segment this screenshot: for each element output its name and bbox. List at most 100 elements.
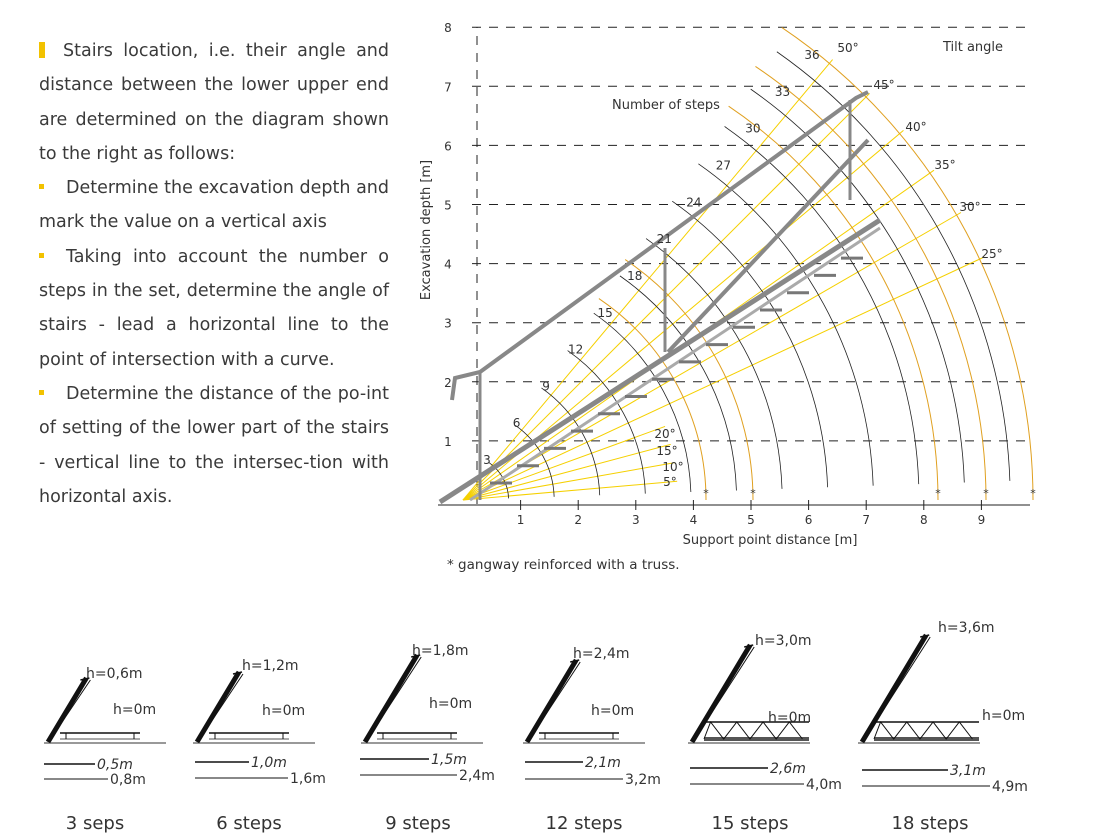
- angle-label: 45°: [873, 78, 894, 92]
- x-tick-label: 3: [632, 513, 640, 527]
- x-tick-label: 1: [517, 513, 525, 527]
- height-top: h=0,6m: [86, 666, 143, 682]
- distance-arc: [781, 27, 1034, 501]
- bullet-dot: [39, 252, 44, 258]
- height-top: h=3,6m: [938, 620, 995, 636]
- y-tick-label: 5: [444, 199, 452, 213]
- step-arc: [619, 275, 737, 491]
- x-tick-label: 8: [920, 513, 928, 527]
- x-tick-label: 7: [862, 513, 870, 527]
- truss-mark: *: [1030, 487, 1036, 500]
- stair-stringer: [438, 217, 882, 505]
- intro: Stairs location, i.e. their angle and di…: [39, 34, 389, 514]
- truss: [703, 720, 803, 740]
- stair-top: [232, 671, 243, 675]
- step-label: 36: [804, 48, 819, 62]
- stair-rail: [666, 138, 870, 354]
- y-tick-label: 1: [444, 435, 452, 449]
- distance-near: 1,5m: [431, 752, 467, 768]
- angle-label: 20°: [654, 427, 675, 441]
- angle-ray: [462, 480, 678, 501]
- stair-top: [920, 634, 930, 638]
- x-tick-label: 5: [747, 513, 755, 527]
- steps-label: 15 steps: [712, 813, 789, 833]
- stair-top: [570, 659, 580, 663]
- distance-arc: [755, 65, 987, 501]
- angle-label: 5°: [663, 475, 677, 489]
- angle-label: 30°: [959, 200, 980, 214]
- truss: [873, 720, 973, 740]
- stair-rail: [202, 673, 244, 735]
- distance-far: 4,9m: [992, 779, 1028, 795]
- height-top: h=1,2m: [242, 658, 299, 674]
- step-arc: [724, 126, 920, 485]
- distance-arc: [624, 259, 754, 501]
- stair-top: [411, 654, 421, 658]
- y-tick-label: 6: [444, 139, 452, 153]
- x-tick-label: 4: [690, 513, 698, 527]
- stair-top: [744, 644, 754, 648]
- x-tick-label: 2: [574, 513, 582, 527]
- y-tick-label: 3: [444, 317, 452, 331]
- step-label: 33: [775, 85, 790, 99]
- stair-rail: [370, 656, 422, 735]
- y-tick-label: 4: [444, 258, 452, 272]
- angle-label: 25°: [981, 247, 1002, 261]
- bullet-text: Determine the distance of the po-int of …: [39, 383, 389, 507]
- height-top: h=3,0m: [755, 633, 812, 649]
- step-label: 12: [568, 343, 583, 357]
- bullet: Taking into account the number o steps i…: [39, 240, 389, 377]
- stair-top: [80, 677, 90, 681]
- step-label: 15: [598, 306, 613, 320]
- height-bottom: h=0m: [113, 702, 156, 718]
- angle-label: 35°: [934, 158, 955, 172]
- angle-label: 40°: [905, 120, 926, 134]
- stair-body: [859, 633, 929, 744]
- lead-text: Stairs location, i.e. their angle and di…: [39, 41, 389, 164]
- x-tick-label: 9: [978, 513, 986, 527]
- y-tick-label: 2: [444, 376, 452, 390]
- angle-label: 10°: [662, 460, 683, 474]
- height-bottom: h=0m: [982, 708, 1025, 724]
- truss-mark: *: [703, 487, 709, 500]
- stair-stringer: [469, 226, 881, 502]
- step-arc: [593, 312, 692, 493]
- intro-lead: Stairs location, i.e. their angle and di…: [39, 34, 389, 171]
- angle-ray: [462, 59, 833, 501]
- stair-body: [362, 653, 420, 744]
- step-label: 24: [686, 195, 701, 209]
- y-tick-label: 7: [444, 80, 452, 94]
- stair-rail: [867, 636, 931, 735]
- stair-rail: [532, 661, 581, 735]
- stair-rail: [697, 646, 755, 735]
- step-label: 18: [627, 269, 642, 283]
- truss-mark: *: [935, 487, 941, 500]
- stair-body: [524, 658, 579, 744]
- height-bottom: h=0m: [768, 710, 811, 726]
- angle-ray: [462, 212, 962, 501]
- steps-label: 3 seps: [66, 813, 124, 833]
- steps-title: Number of steps: [612, 98, 720, 113]
- distance-far: 1,6m: [290, 771, 326, 787]
- angle-ray: [462, 462, 675, 501]
- step-arc: [750, 88, 965, 483]
- step-arc: [541, 387, 601, 496]
- bullet: Determine the distance of the po-int of …: [39, 377, 389, 514]
- distance-arc: [598, 298, 707, 501]
- height-bottom: h=0m: [429, 696, 472, 712]
- distance-near: 2,1m: [585, 755, 621, 771]
- x-axis-label: Support point distance [m]: [683, 533, 858, 548]
- bullet-dot: [39, 389, 44, 395]
- angle-ray: [462, 425, 666, 501]
- distance-far: 4,0m: [806, 777, 842, 793]
- bullet-bar: [39, 42, 45, 58]
- angle-title: Tilt angle: [942, 40, 1003, 55]
- stair-body: [194, 670, 242, 744]
- stair-body: [45, 676, 89, 744]
- y-tick-label: 8: [444, 21, 452, 35]
- step-label: 9: [542, 379, 550, 393]
- stair-rail: [53, 679, 91, 735]
- step-label: 3: [483, 453, 491, 467]
- step-arc: [776, 51, 1011, 481]
- distance-far: 0,8m: [110, 772, 146, 788]
